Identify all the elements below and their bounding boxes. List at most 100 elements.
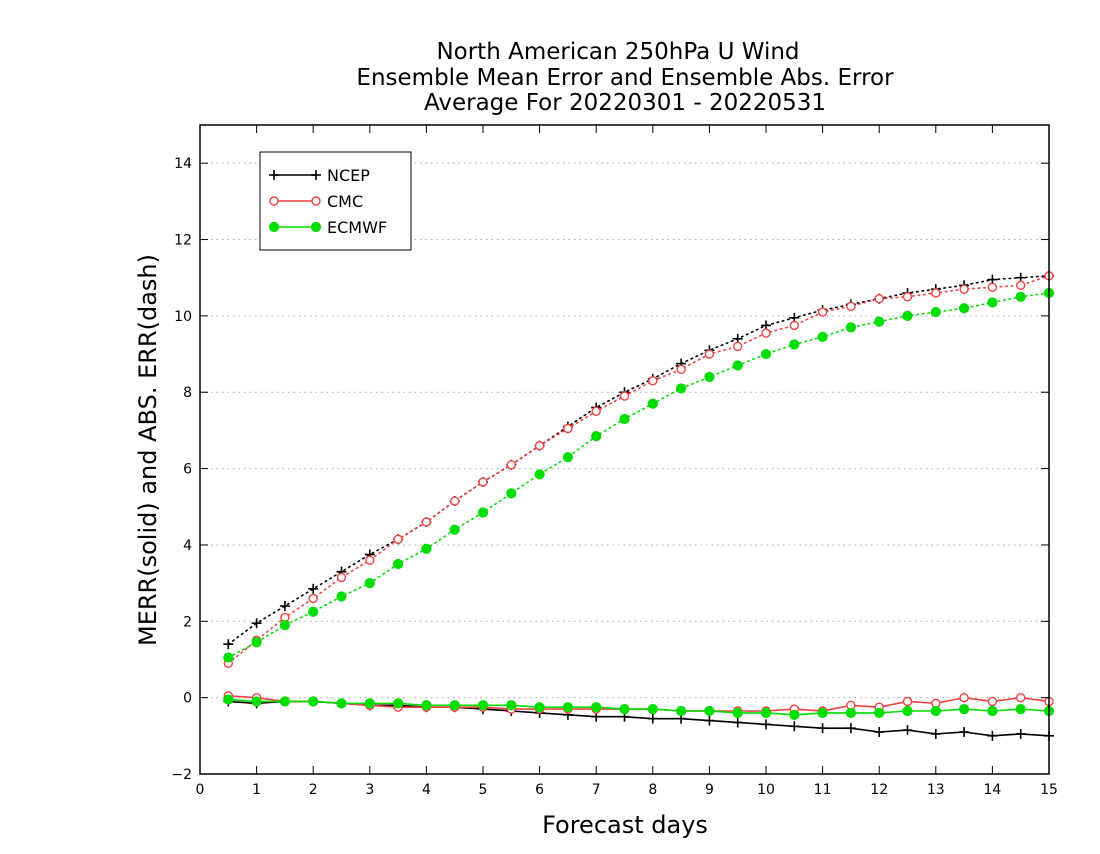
y-tick-label: 8: [183, 385, 192, 401]
x-tick-label: 9: [705, 782, 714, 798]
point-ecmwf-mean-error: [845, 707, 857, 719]
point-ncep-mean-error: [959, 727, 970, 738]
x-tick-label: 13: [927, 782, 945, 798]
point-ecmwf-mean-error: [223, 694, 234, 705]
point-cmc-abs-error: [336, 572, 347, 583]
point-ecmwf-abs-error: [704, 371, 715, 383]
x-axis-title: Forecast days: [542, 811, 708, 839]
point-ecmwf-abs-error: [393, 558, 404, 570]
legend-marker-cmc: [311, 196, 321, 206]
point-ecmwf-mean-error: [251, 696, 262, 707]
series-layer: [223, 270, 1055, 741]
point-ecmwf-abs-error: [1015, 291, 1026, 302]
x-tick-label: 0: [196, 782, 205, 798]
legend-item-cmc: CMC: [269, 192, 363, 211]
point-ecmwf-mean-error: [902, 705, 913, 717]
point-ecmwf-abs-error: [874, 316, 885, 327]
point-cmc-abs-error: [563, 423, 573, 434]
point-cmc-mean-error: [1016, 692, 1026, 703]
legend-label-ncep: NCEP: [327, 166, 370, 185]
point-cmc-abs-error: [591, 406, 601, 417]
point-ecmwf-abs-error: [449, 524, 460, 535]
x-tick-label: 15: [1040, 782, 1058, 798]
point-ecmwf-mean-error: [562, 702, 574, 713]
point-ecmwf-mean-error: [987, 705, 998, 717]
series-line-ecmwf-abs-error: [227, 292, 1050, 659]
point-ncep-mean-error: [704, 715, 715, 726]
series-ncep: [223, 270, 1054, 741]
x-tick-label: 5: [479, 782, 488, 798]
point-cmc-abs-error: [817, 307, 828, 317]
point-cmc-abs-error: [987, 282, 998, 292]
point-cmc-abs-error: [676, 364, 686, 375]
point-ncep-mean-error: [761, 719, 771, 730]
point-ncep-mean-error: [817, 723, 828, 734]
point-ecmwf-abs-error: [562, 452, 574, 463]
point-cmc-abs-error: [421, 517, 432, 527]
y-tick-label: 2: [183, 614, 192, 630]
point-ecmwf-abs-error: [223, 652, 234, 663]
point-ecmwf-mean-error: [704, 705, 715, 717]
x-tick-label: 10: [757, 782, 775, 798]
point-ecmwf-mean-error: [506, 700, 517, 711]
legend-item-ncep: NCEP: [269, 166, 370, 185]
legend-marker-ncep: [269, 170, 279, 180]
series-line-ecmwf-mean-error: [228, 698, 1050, 716]
point-cmc-abs-error: [648, 376, 658, 386]
point-ecmwf-abs-error: [817, 331, 828, 342]
point-ecmwf-abs-error: [647, 398, 658, 409]
y-tick-label: −2: [171, 767, 192, 783]
series-ecmwf: [223, 287, 1055, 720]
series-line-ncep-abs-error: [227, 274, 1050, 646]
point-ecmwf-mean-error: [789, 709, 800, 720]
point-ecmwf-abs-error: [845, 322, 857, 333]
y-tick-label: 14: [174, 156, 192, 172]
point-ecmwf-mean-error: [817, 707, 828, 719]
point-ecmwf-abs-error: [676, 383, 687, 394]
point-ncep-mean-error: [732, 717, 743, 728]
point-ecmwf-abs-error: [789, 339, 800, 350]
point-ncep-mean-error: [874, 727, 885, 738]
point-cmc-abs-error: [506, 460, 516, 470]
point-ecmwf-mean-error: [591, 702, 602, 713]
point-ecmwf-abs-error: [760, 348, 772, 360]
point-ecmwf-abs-error: [421, 543, 432, 554]
y-tick-label: 6: [183, 462, 192, 478]
point-ecmwf-abs-error: [987, 297, 998, 308]
point-cmc-abs-error: [959, 284, 969, 294]
point-cmc-abs-error: [789, 320, 799, 331]
plot-frame: [199, 124, 1050, 775]
point-cmc-mean-error: [987, 696, 998, 707]
point-ecmwf-abs-error: [902, 310, 913, 321]
point-ncep-mean-error: [987, 730, 998, 741]
point-ecmwf-mean-error: [874, 707, 885, 719]
point-cmc-abs-error: [704, 349, 715, 359]
point-ecmwf-mean-error: [676, 705, 687, 717]
point-ecmwf-abs-error: [959, 303, 970, 314]
point-ecmwf-abs-error: [308, 606, 319, 617]
y-tick-label: 12: [174, 233, 192, 249]
point-ecmwf-mean-error: [647, 704, 658, 715]
y-tick-label: 10: [174, 309, 192, 325]
point-ncep-abs-error: [251, 618, 262, 629]
point-ncep-mean-error: [845, 723, 856, 734]
point-ecmwf-abs-error: [251, 637, 262, 648]
point-ecmwf-mean-error: [619, 704, 630, 715]
point-ecmwf-mean-error: [308, 696, 319, 707]
point-cmc-abs-error: [393, 534, 403, 544]
point-ecmwf-mean-error: [421, 700, 432, 711]
point-ecmwf-mean-error: [336, 698, 347, 709]
series-cmc: [223, 271, 1054, 716]
point-cmc-mean-error: [902, 696, 913, 707]
legend-label-ecmwf: ECMWF: [327, 218, 387, 237]
chart-title-line-3: Average For 20220301 - 20220531: [424, 90, 826, 116]
x-tick-label: 2: [309, 782, 318, 798]
point-cmc-abs-error: [308, 593, 318, 604]
y-tick-label: 0: [183, 691, 192, 707]
point-ecmwf-mean-error: [732, 707, 743, 719]
point-cmc-abs-error: [874, 294, 884, 304]
point-cmc-abs-error: [733, 341, 743, 352]
point-ecmwf-mean-error: [760, 707, 772, 719]
